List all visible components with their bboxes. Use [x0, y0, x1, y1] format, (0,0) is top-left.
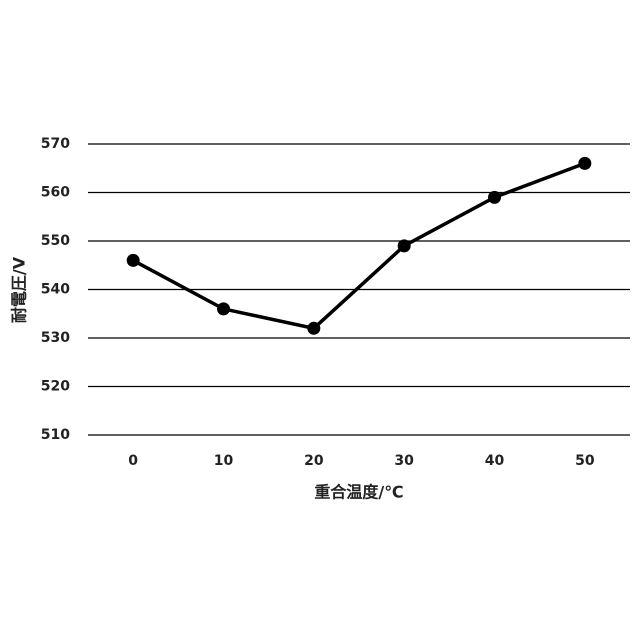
x-tick-label: 50 — [575, 453, 595, 469]
y-tick-label: 570 — [41, 136, 70, 152]
y-tick-label: 510 — [41, 427, 70, 443]
marker — [307, 322, 320, 335]
y-tick-label: 530 — [41, 330, 70, 346]
y-tick-label: 560 — [41, 185, 70, 201]
y-tick-label: 540 — [41, 282, 70, 298]
marker — [217, 302, 230, 315]
x-axis-label: 重合温度/℃ — [314, 483, 403, 502]
line — [133, 163, 585, 328]
y-axis-label: 耐電圧/V — [10, 256, 29, 323]
marker — [488, 191, 501, 204]
marker — [578, 157, 591, 170]
x-tick-label: 0 — [128, 453, 138, 469]
y-tick-label: 520 — [41, 379, 70, 395]
x-tick-label: 30 — [394, 453, 414, 469]
marker — [398, 239, 411, 252]
x-tick-label: 20 — [304, 453, 324, 469]
y-tick-label: 550 — [41, 233, 70, 249]
chart: 重合温度/℃ 耐電圧/V 510 520 530 540 550 560 570 0 10 20 3… — [0, 0, 640, 640]
page: 重合温度/℃ 耐電圧/V 510 520 530 540 550 560 570 0 10 20 3… — [0, 0, 640, 640]
marker — [127, 254, 140, 267]
x-tick-label: 10 — [214, 453, 234, 469]
x-tick-label: 40 — [485, 453, 505, 469]
